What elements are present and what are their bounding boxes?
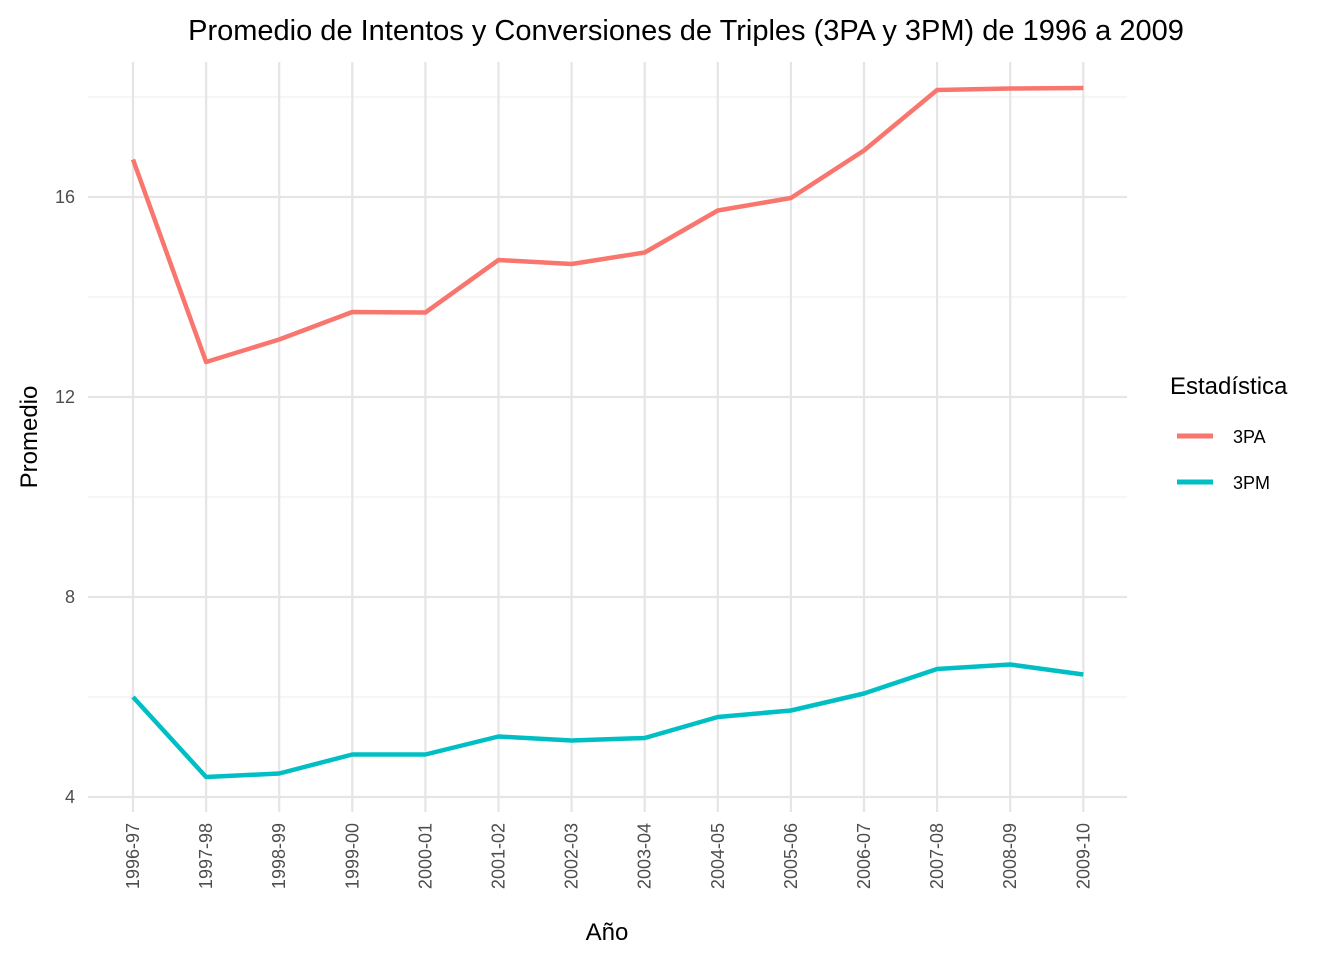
- y-tick-label: 4: [65, 787, 75, 807]
- y-tick-label: 12: [55, 387, 75, 407]
- y-axis-title: Promedio: [16, 386, 43, 489]
- grid-lines: [88, 62, 1127, 812]
- x-tick-label: 2005-06: [781, 823, 801, 889]
- legend: Estadística 3PA 3PM: [1170, 373, 1288, 493]
- y-axis: 4 8 12 16: [55, 187, 75, 807]
- series-line-3pa: [130, 85, 1084, 365]
- x-tick-label: 1998-99: [269, 823, 289, 889]
- legend-items: 3PA 3PM: [1177, 427, 1270, 493]
- x-tick-label: 2001-02: [489, 823, 509, 889]
- x-tick-label: 1997-98: [196, 823, 216, 889]
- x-tick-label: 2008-09: [1000, 823, 1020, 889]
- plot-panel: [88, 62, 1127, 812]
- x-axis: 1996-97 1997-98 1998-99 1999-00 2000-01 2001-…: [123, 823, 1093, 889]
- x-tick-label: 2007-08: [927, 823, 947, 889]
- y-tick-label: 8: [65, 587, 75, 607]
- x-tick-label: 1996-97: [123, 823, 143, 889]
- x-tick-label: 2000-01: [415, 823, 435, 889]
- series-lines: [130, 85, 1084, 780]
- x-tick-label: 2009-10: [1073, 823, 1093, 889]
- x-tick-label: 2004-05: [708, 823, 728, 889]
- x-tick-label: 2002-03: [562, 823, 582, 889]
- x-axis-title: Año: [586, 919, 629, 946]
- legend-title: Estadística: [1170, 373, 1288, 400]
- chart-title: Promedio de Intentos y Conversiones de T…: [188, 15, 1184, 47]
- x-tick-label: 2006-07: [854, 823, 874, 889]
- x-tick-label: 1999-00: [342, 823, 362, 889]
- x-tick-label: 2003-04: [635, 823, 655, 889]
- y-tick-label: 16: [55, 187, 75, 207]
- legend-label-3pa: 3PA: [1233, 427, 1266, 447]
- series-line-3pm: [131, 662, 1084, 780]
- legend-label-3pm: 3PM: [1233, 473, 1270, 493]
